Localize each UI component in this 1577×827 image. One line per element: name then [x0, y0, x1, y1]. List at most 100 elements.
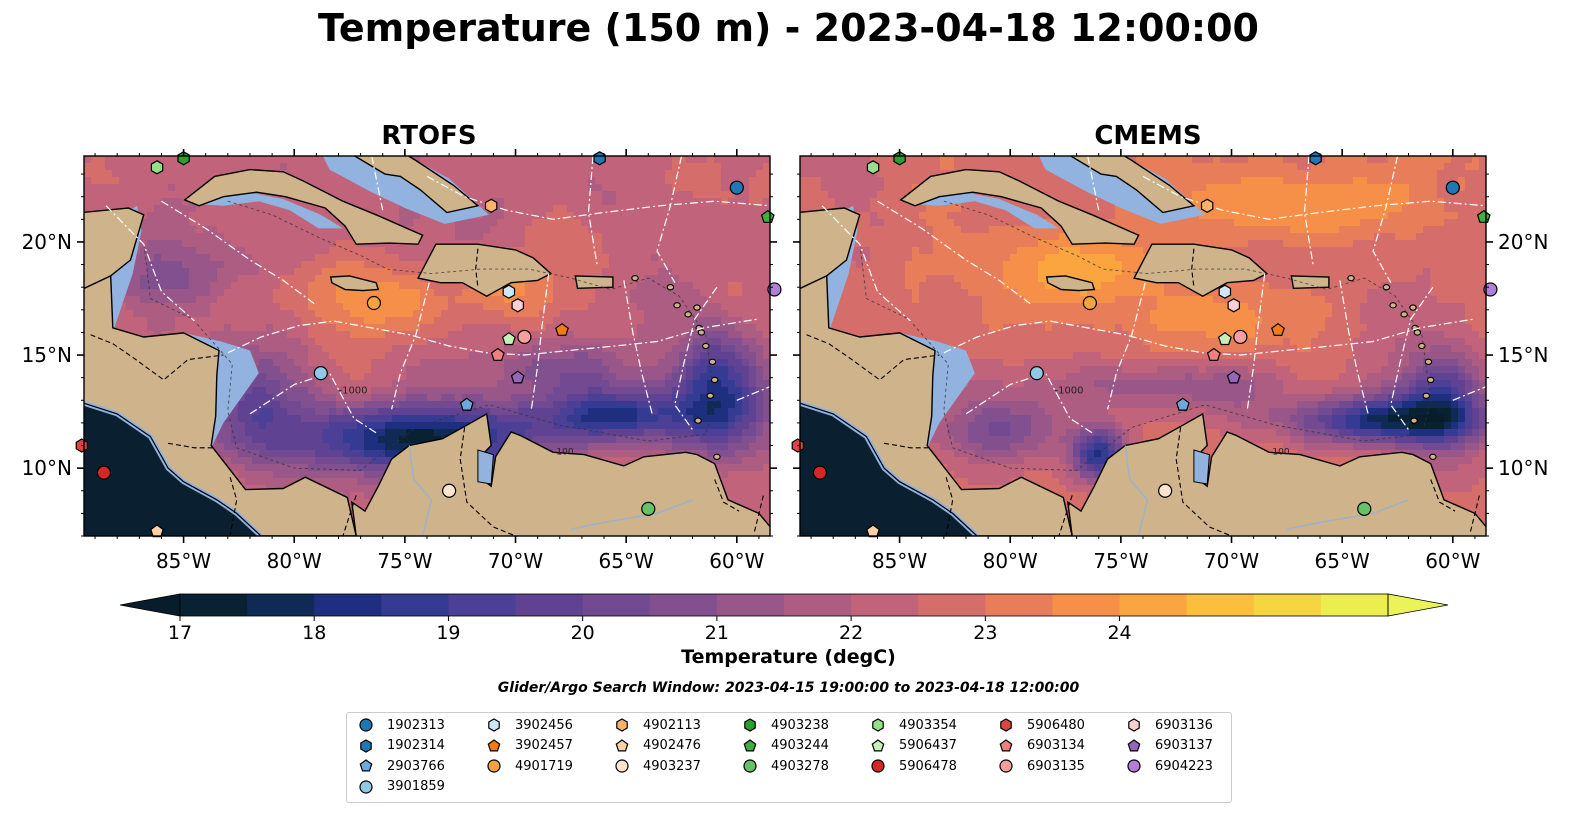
legend-item-6903136: 6903136 — [1123, 715, 1213, 735]
pentagon-icon — [487, 738, 501, 751]
rtofs-shelf-2 — [190, 189, 343, 229]
cmems-island-5 — [1410, 417, 1418, 424]
cmems-lake-maracaibo — [1193, 449, 1210, 485]
legend-item-6903137: 6903137 — [1123, 736, 1213, 756]
legend-item-5906437: 5906437 — [867, 736, 957, 756]
cmems-depth-contour — [859, 200, 1432, 471]
cmems-xtick-label: 60°W — [1425, 549, 1480, 573]
cmems-border-7 — [1191, 248, 1195, 288]
rtofs-float-1902313 — [729, 180, 744, 195]
cmems-eez-line-3 — [1107, 282, 1146, 410]
rtofs-float-1902314 — [593, 151, 606, 166]
rtofs-island-4 — [706, 392, 715, 399]
circle-icon — [1127, 759, 1141, 773]
hexagon-icon — [360, 738, 372, 753]
cmems-eez-line-6 — [1390, 286, 1434, 431]
legend-item-3902457: 3902457 — [483, 736, 573, 756]
colorbar-bin — [1052, 594, 1121, 616]
cmems-shelf-2 — [906, 189, 1059, 229]
colorbar-bin — [247, 594, 315, 616]
legend-label: 4901719 — [515, 758, 573, 774]
rtofs-cuba — [183, 168, 424, 245]
rtofs-island-7 — [666, 284, 675, 291]
rtofs-eez-line-7 — [426, 175, 770, 220]
cmems-float-4903238 — [893, 151, 906, 166]
cmems-float-4902476 — [866, 524, 880, 538]
cmems-contour-label-1000: -1000 — [1054, 386, 1083, 397]
cmems-eez-line-12 — [1452, 386, 1486, 401]
cmems-float-6903134 — [1206, 347, 1221, 361]
legend-item-1902314: 1902314 — [355, 736, 445, 756]
legend-item-5906480: 5906480 — [995, 715, 1085, 735]
rtofs-border-2 — [229, 477, 238, 536]
cmems-island-9 — [1429, 453, 1437, 460]
colorbar-under-arrow — [119, 593, 181, 617]
legend-label: 6903136 — [1155, 717, 1213, 733]
legend-label: 6903135 — [1027, 758, 1085, 774]
colorbar-bin — [1119, 594, 1188, 616]
legend-label: 4903244 — [771, 738, 829, 753]
colorbar-bin — [784, 594, 852, 616]
rtofs-xtick-label: 70°W — [488, 549, 543, 573]
cmems-island-12 — [1409, 304, 1417, 311]
colorbar-bin — [515, 594, 584, 616]
rtofs-eez-line-6 — [674, 286, 718, 431]
cmems-float-1902314 — [1309, 151, 1322, 166]
cmems-float-5906478 — [812, 465, 828, 480]
legend-label: 1902313 — [387, 717, 445, 733]
colorbar-bin — [716, 594, 785, 616]
legend-item-4903278: 4903278 — [739, 756, 829, 776]
legend-label: 4903238 — [771, 717, 829, 733]
circle-icon — [999, 759, 1013, 773]
cmems-ytick-label: 10°N — [1498, 456, 1548, 480]
cmems-border-3 — [1058, 495, 1073, 536]
rtofs-xtick-label: 65°W — [599, 549, 654, 573]
cmems-island-7 — [1382, 284, 1391, 291]
legend-label: 5906480 — [1027, 717, 1085, 733]
legend-label: 2903766 — [387, 758, 445, 774]
rtofs-island-5 — [694, 417, 702, 424]
rtofs-border-1 — [168, 442, 215, 449]
rtofs-island-12 — [693, 304, 701, 311]
cmems-pacific-coast — [800, 402, 978, 536]
circle-icon — [871, 759, 885, 773]
rtofs-float-6904223 — [767, 282, 782, 297]
hexagon-icon — [744, 718, 756, 732]
float-legend: 1902313 1902314 2903766 3901859 3902456 39024… — [346, 712, 1232, 803]
cmems-eez-line-2 — [965, 372, 1095, 435]
colorbar-tick-label: 19 — [436, 622, 460, 644]
legend-label: 4902113 — [643, 717, 701, 733]
cmems-pacific-overlay — [800, 403, 977, 536]
cmems-float-4901719 — [1082, 295, 1097, 311]
rtofs-xtick-label: 75°W — [377, 549, 432, 573]
cmems-bahamas — [1069, 156, 1196, 214]
cmems-puerto-rico — [1290, 275, 1330, 290]
colorbar-bin — [1186, 594, 1255, 616]
rtofs-float-6903136 — [511, 298, 525, 313]
legend-item-6904223: 6904223 — [1123, 756, 1213, 776]
cmems-island-2 — [1424, 358, 1433, 365]
legend-label: 3902457 — [515, 738, 573, 753]
colorbar-bin — [649, 594, 718, 616]
rtofs-pacific-coast — [84, 402, 262, 536]
cmems-xtick-label: 75°W — [1093, 549, 1148, 573]
cmems-float-3901859 — [1029, 366, 1044, 381]
cmems-map: -1000 -100 85°W 80°W 75°W 70°W 65°W 60°W — [791, 149, 1498, 573]
rtofs-lake-maracaibo — [477, 449, 494, 485]
legend-item-4902113: 4902113 — [611, 715, 701, 735]
cmems-float-6904223 — [1483, 282, 1498, 297]
legend-item-4903238: 4903238 — [739, 715, 829, 735]
rtofs-border-4 — [459, 427, 516, 536]
cmems-border-6 — [1469, 495, 1480, 532]
cmems-contour-label-100: -100 — [1269, 448, 1290, 458]
hexagon-icon — [488, 718, 500, 732]
cmems-south-america — [1066, 412, 1486, 536]
rtofs-float-2903766 — [459, 397, 474, 411]
rtofs-border-5 — [714, 479, 740, 512]
colorbar-bin — [180, 594, 248, 616]
rtofs-eez-line-10 — [656, 156, 683, 283]
pentagon-icon — [999, 738, 1013, 751]
rtofs-border-7 — [475, 248, 479, 288]
rtofs-contour-label-100: -100 — [553, 448, 574, 458]
cmems-border-5 — [1430, 479, 1456, 512]
